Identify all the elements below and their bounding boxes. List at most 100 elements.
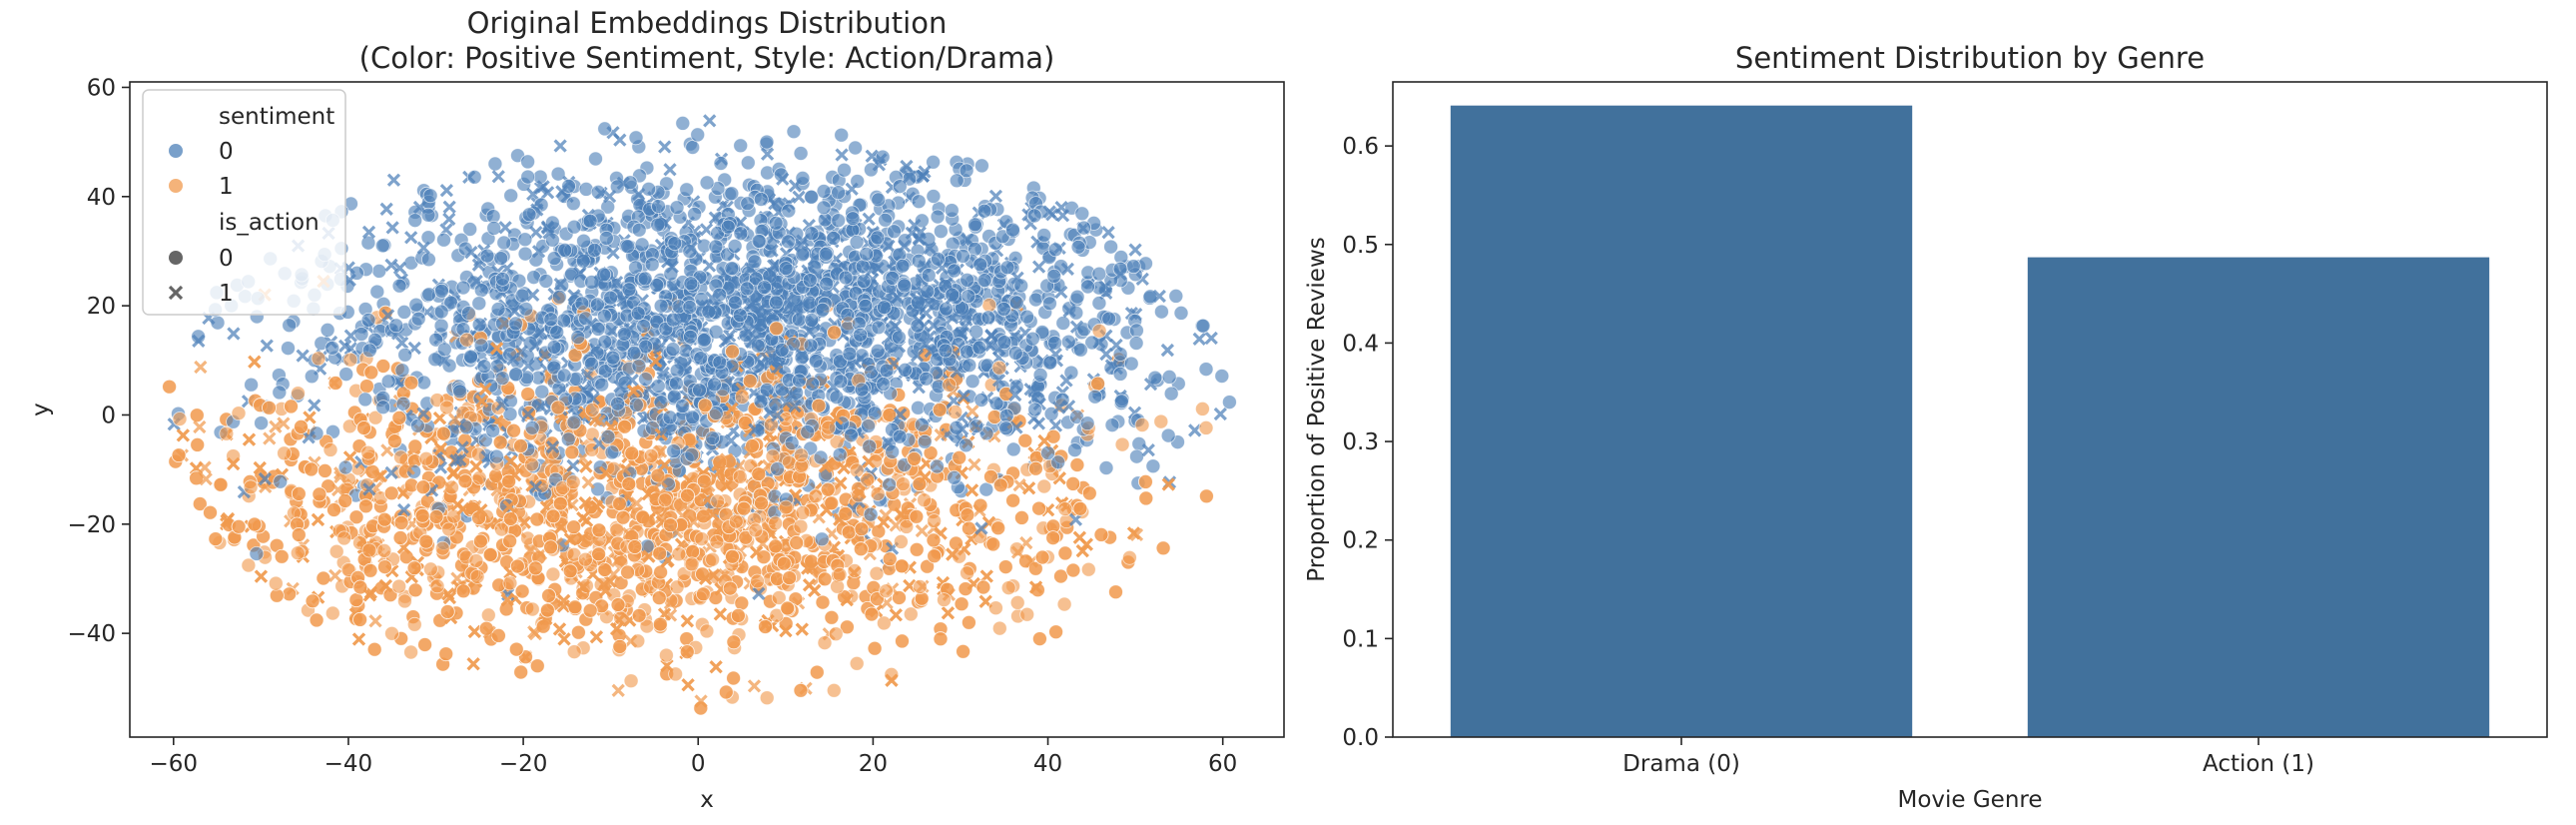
scatter-point: [728, 513, 744, 529]
scatter-point: [954, 596, 969, 612]
scatter-point: [620, 239, 636, 255]
scatter-point: [192, 496, 208, 511]
scatter-point: [1155, 540, 1171, 556]
scatter-point: [308, 399, 322, 412]
scatter-point: [304, 461, 320, 477]
scatter-point: [759, 134, 775, 150]
scatter-point: [578, 182, 594, 197]
scatter-point: [328, 543, 344, 559]
scatter-point: [831, 185, 846, 201]
scatter-point: [838, 270, 854, 286]
scatter-point: [1005, 492, 1020, 508]
scatter-point: [367, 410, 383, 425]
scatter-point: [272, 385, 288, 401]
scatter-point: [466, 169, 482, 185]
scatter-point: [291, 485, 307, 501]
scatter-point: [1163, 386, 1179, 402]
scatter-point: [960, 272, 975, 288]
scatter-point: [336, 530, 352, 546]
scatter-point: [877, 615, 892, 631]
scatter-point: [219, 425, 235, 441]
scatter-point: [290, 545, 306, 561]
scatter-point: [213, 476, 229, 492]
scatter-point: [495, 316, 510, 332]
scatter-plot-area: [162, 114, 1237, 716]
scatter-point: [709, 660, 723, 674]
scatter-point: [624, 445, 640, 461]
scatter-point: [1057, 545, 1073, 561]
scatter-point: [725, 344, 740, 360]
scatter-point: [574, 296, 590, 312]
scatter-point: [361, 542, 377, 558]
scatter-point: [418, 450, 434, 466]
scatter-point: [802, 273, 818, 289]
scatter-point: [776, 555, 792, 571]
scatter-point: [342, 352, 358, 368]
scatter-point: [671, 546, 687, 562]
scatter-point: [517, 232, 533, 248]
scatter-point: [598, 583, 613, 598]
scatter-point: [750, 573, 765, 589]
scatter-point: [480, 607, 496, 623]
scatter-point: [816, 184, 832, 199]
scatter-point: [496, 235, 512, 251]
scatter-point: [591, 522, 607, 538]
scatter-point: [326, 502, 341, 517]
scatter-point: [249, 545, 265, 561]
scatter-point: [1069, 457, 1085, 472]
scatter-point: [550, 166, 566, 182]
scatter-point: [371, 263, 387, 279]
scatter-point: [309, 612, 324, 628]
scatter-point: [457, 473, 473, 489]
scatter-point: [529, 511, 545, 527]
scatter-point: [1019, 606, 1035, 622]
scatter-point: [338, 367, 354, 383]
scatter-point: [263, 431, 277, 445]
scatter-point: [920, 558, 935, 574]
scatter-point: [665, 342, 681, 358]
scatter-point: [415, 479, 431, 495]
scatter-point: [1057, 501, 1073, 517]
scatter-point: [254, 569, 269, 583]
scatter-point: [894, 558, 910, 574]
scatter-point: [392, 530, 408, 545]
scatter-point: [842, 346, 858, 362]
scatter-point: [1080, 279, 1095, 295]
scatter-point: [433, 283, 449, 299]
scatter-point: [162, 379, 177, 395]
scatter-point: [786, 124, 802, 140]
scatter-point: [965, 374, 980, 390]
scatter-point: [753, 192, 769, 207]
scatter-point: [393, 449, 408, 465]
scatter-point: [788, 179, 803, 193]
scatter-point: [553, 139, 567, 153]
scatter-point: [733, 226, 749, 242]
scatter-point: [926, 189, 942, 204]
scatter-point: [463, 349, 478, 365]
scatter-point: [1079, 415, 1095, 431]
scatter-point: [282, 318, 298, 334]
scatter-point: [914, 416, 930, 432]
scatter-point: [611, 683, 625, 697]
scatter-point: [538, 273, 554, 289]
scatter-point: [433, 304, 449, 320]
scatter-point: [829, 390, 845, 406]
scatter-point: [909, 508, 925, 524]
scatter-point: [892, 330, 907, 346]
scatter-point: [1028, 292, 1043, 308]
scatter-point: [598, 230, 614, 246]
scatter-point: [960, 507, 975, 523]
scatter-point: [975, 579, 991, 595]
scatter-point: [932, 402, 948, 417]
scatter-point: [1114, 436, 1130, 452]
scatter-point: [972, 257, 988, 273]
scatter-point: [805, 376, 820, 392]
scatter-point: [1103, 239, 1118, 255]
scatter-point: [189, 408, 205, 423]
scatter-point: [1090, 376, 1105, 392]
scatter-point: [1046, 268, 1062, 284]
scatter-point: [734, 595, 750, 611]
scatter-point: [358, 379, 374, 395]
scatter-point: [418, 533, 434, 549]
scatter-point: [459, 332, 475, 348]
